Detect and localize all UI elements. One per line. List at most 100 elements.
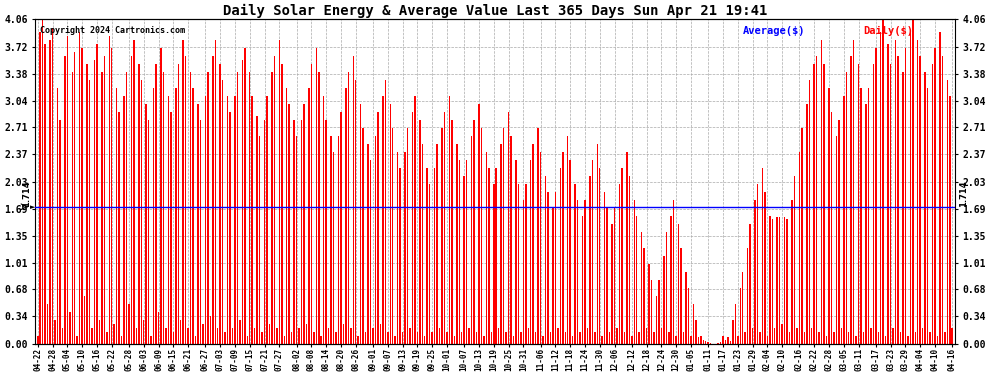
Bar — [429, 184, 431, 344]
Bar — [843, 96, 844, 344]
Bar — [670, 216, 672, 344]
Bar — [461, 332, 462, 344]
Bar — [867, 88, 869, 344]
Bar — [439, 328, 441, 344]
Bar — [47, 304, 49, 344]
Bar — [402, 332, 403, 344]
Bar — [266, 96, 267, 344]
Bar — [658, 280, 659, 344]
Bar — [273, 56, 275, 344]
Bar — [343, 324, 345, 344]
Bar — [323, 96, 325, 344]
Bar — [375, 136, 376, 344]
Bar — [577, 200, 578, 344]
Bar — [427, 168, 428, 344]
Bar — [559, 168, 561, 344]
Bar — [382, 96, 383, 344]
Bar — [143, 320, 145, 344]
Bar — [288, 104, 290, 344]
Bar — [540, 152, 542, 344]
Bar — [845, 72, 847, 344]
Bar — [804, 332, 805, 344]
Bar — [74, 52, 75, 344]
Bar — [505, 332, 507, 344]
Bar — [486, 152, 487, 344]
Bar — [146, 104, 147, 344]
Bar — [160, 48, 161, 344]
Bar — [182, 40, 184, 344]
Bar — [609, 332, 611, 344]
Bar — [941, 56, 943, 344]
Bar — [809, 80, 810, 344]
Bar — [215, 40, 216, 344]
Bar — [437, 144, 438, 344]
Text: Average($): Average($) — [743, 26, 806, 36]
Bar — [365, 332, 366, 344]
Bar — [387, 332, 388, 344]
Bar — [829, 88, 830, 344]
Bar — [930, 332, 931, 344]
Bar — [554, 192, 556, 344]
Bar — [951, 328, 953, 344]
Bar — [321, 336, 322, 344]
Bar — [700, 336, 702, 344]
Bar — [882, 20, 884, 344]
Bar — [222, 80, 224, 344]
Bar — [607, 208, 608, 344]
Bar — [313, 332, 315, 344]
Bar — [650, 280, 652, 344]
Bar — [639, 332, 640, 344]
Bar — [192, 88, 194, 344]
Bar — [341, 112, 342, 344]
Bar — [155, 64, 156, 344]
Bar — [831, 112, 833, 344]
Bar — [165, 328, 166, 344]
Bar — [230, 112, 231, 344]
Bar — [56, 88, 58, 344]
Bar — [141, 80, 142, 344]
Bar — [237, 72, 239, 344]
Bar — [476, 332, 477, 344]
Bar — [212, 56, 214, 344]
Bar — [779, 217, 780, 344]
Bar — [895, 40, 896, 344]
Bar — [695, 320, 697, 344]
Bar — [131, 56, 133, 344]
Bar — [456, 144, 457, 344]
Bar — [756, 184, 758, 344]
Bar — [286, 88, 287, 344]
Bar — [180, 320, 181, 344]
Bar — [761, 168, 763, 344]
Bar — [268, 324, 270, 344]
Bar — [680, 248, 682, 344]
Bar — [631, 336, 633, 344]
Bar — [946, 80, 948, 344]
Bar — [104, 56, 105, 344]
Bar — [318, 72, 320, 344]
Bar — [582, 216, 583, 344]
Bar — [799, 152, 800, 344]
Bar — [202, 324, 204, 344]
Bar — [897, 56, 899, 344]
Bar — [870, 328, 871, 344]
Bar — [444, 112, 446, 344]
Bar — [247, 336, 248, 344]
Bar — [399, 168, 401, 344]
Bar — [384, 80, 386, 344]
Bar — [718, 343, 719, 344]
Bar — [434, 168, 436, 344]
Bar — [478, 104, 480, 344]
Bar — [240, 320, 241, 344]
Bar — [392, 128, 393, 344]
Bar — [862, 332, 864, 344]
Bar — [463, 176, 465, 344]
Bar — [549, 332, 551, 344]
Bar — [111, 48, 113, 344]
Bar — [414, 96, 416, 344]
Bar — [523, 200, 524, 344]
Bar — [557, 328, 558, 344]
Bar — [685, 272, 687, 344]
Bar — [293, 120, 295, 344]
Bar — [927, 88, 929, 344]
Bar — [417, 332, 418, 344]
